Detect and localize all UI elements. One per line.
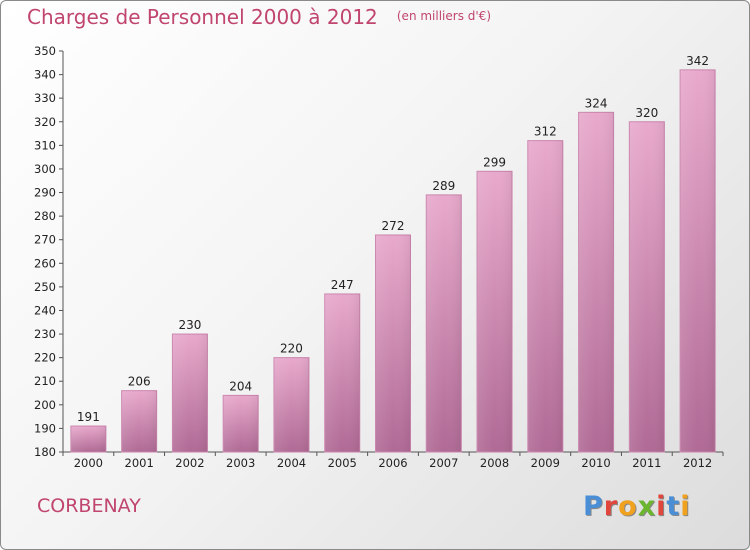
x-tick-label: 2011 (632, 456, 661, 470)
y-tick-label: 180 (34, 445, 56, 459)
y-tick-label: 340 (34, 68, 56, 82)
y-tick-label: 280 (34, 209, 56, 223)
value-label-2002: 230 (178, 318, 201, 332)
chart-title: Charges de Personnel 2000 à 2012 (27, 5, 378, 29)
y-tick-label: 330 (34, 91, 56, 105)
y-tick-label: 190 (34, 421, 56, 435)
bar-shine-2001 (121, 390, 157, 452)
bar-shine-2003 (223, 395, 259, 452)
bar-shine-2005 (324, 293, 360, 452)
y-tick-label: 270 (34, 233, 56, 247)
y-tick-label: 320 (34, 115, 56, 129)
bar-shine-2009 (527, 140, 563, 452)
chart-subtitle: (en milliers d'€) (396, 9, 491, 23)
bar-shine-2004 (273, 357, 309, 452)
value-label-2011: 320 (635, 106, 658, 120)
logo-letter: t (666, 491, 681, 522)
x-tick-label: 2002 (175, 456, 204, 470)
y-tick-label: 210 (34, 374, 56, 388)
title-row: Charges de Personnel 2000 à 2012 (en mil… (27, 5, 491, 29)
value-label-2006: 272 (382, 219, 405, 233)
logo-letter: P (583, 491, 604, 522)
y-tick-label: 220 (34, 351, 56, 365)
x-tick-label: 2000 (74, 456, 103, 470)
logo-letter: i (680, 491, 691, 522)
value-label-2012: 342 (686, 54, 709, 68)
x-tick-label: 2010 (581, 456, 610, 470)
x-tick-label: 2009 (531, 456, 560, 470)
y-tick-label: 250 (34, 280, 56, 294)
bar-shine-2010 (578, 112, 614, 453)
value-label-2010: 324 (585, 96, 608, 110)
value-label-2001: 206 (128, 375, 151, 389)
logo-letter: i (656, 491, 667, 522)
value-label-2004: 220 (280, 342, 303, 356)
x-tick-label: 2006 (378, 456, 407, 470)
y-tick-label: 350 (34, 44, 56, 58)
logo-letter: r (603, 491, 619, 522)
logo-letter: o (618, 491, 638, 522)
x-tick-label: 2008 (480, 456, 509, 470)
x-tick-label: 2003 (226, 456, 255, 470)
bar-shine-2000 (70, 426, 106, 452)
value-label-2003: 204 (229, 379, 252, 393)
value-label-2005: 247 (331, 278, 354, 292)
bar-shine-2008 (477, 171, 513, 453)
y-tick-label: 260 (34, 256, 56, 270)
proxiti-logo: Proxiti (583, 491, 691, 522)
y-tick-label: 240 (34, 303, 56, 317)
logo-letter: x (637, 491, 657, 522)
bar-shine-2002 (172, 334, 208, 452)
bar-shine-2012 (680, 69, 716, 452)
value-labels: 191 206 230 204 220 247 272 289 299 312 324 320 342 (77, 54, 709, 424)
x-tick-label: 2001 (125, 456, 154, 470)
x-axis: 2000 2001 2002 2003 2004 2005 2006 2007 2008 2009… (62, 451, 724, 470)
x-tick-label: 2004 (277, 456, 306, 470)
value-label-2000: 191 (77, 410, 100, 424)
bar-shine-2007 (426, 194, 462, 452)
x-tick-label: 2005 (328, 456, 357, 470)
bars (70, 69, 716, 453)
y-tick-label: 310 (34, 138, 56, 152)
commune-name: CORBENAY (37, 495, 141, 517)
value-label-2007: 289 (432, 179, 455, 193)
y-axis: 180 190 200 210 220 230 240 250 260 270 280 290 300 3… (34, 44, 64, 459)
bar-shine-2006 (375, 234, 411, 452)
y-tick-label: 290 (34, 186, 56, 200)
y-tick-label: 230 (34, 327, 56, 341)
y-tick-label: 200 (34, 398, 56, 412)
bar-shine-2011 (629, 121, 665, 452)
value-label-2009: 312 (534, 125, 557, 139)
y-tick-label: 300 (34, 162, 56, 176)
x-tick-label: 2007 (429, 456, 458, 470)
value-label-2008: 299 (483, 155, 506, 169)
x-tick-label: 2012 (683, 456, 712, 470)
